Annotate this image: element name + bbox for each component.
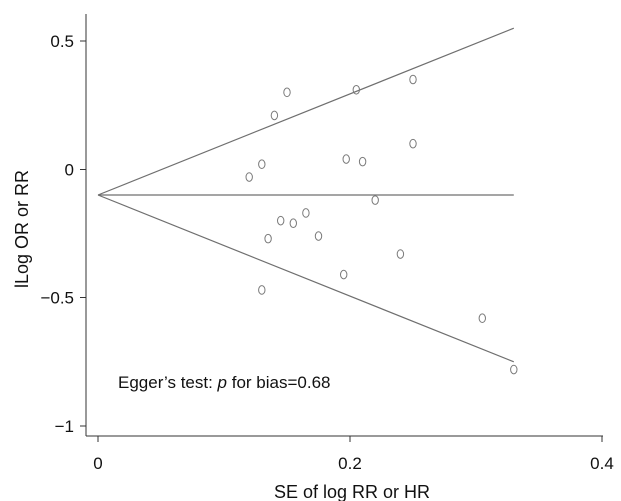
data-point <box>289 218 297 229</box>
data-point <box>314 231 323 241</box>
data-point <box>510 364 518 375</box>
data-point <box>342 154 350 164</box>
x-axis-label: SE of log RR or HR <box>274 482 430 501</box>
text-layer: lLog OR or RR SE of log RR or HR Egger’s… <box>12 170 430 501</box>
data-point <box>277 215 285 226</box>
reference-lines <box>97 27 515 363</box>
data-point <box>283 87 291 98</box>
data-point <box>409 74 417 85</box>
data-point <box>371 195 379 205</box>
data-point <box>302 208 310 218</box>
data-point <box>245 172 253 182</box>
data-point <box>352 84 360 95</box>
y-tick-label: −0.5 <box>40 289 74 308</box>
data-point <box>258 285 266 295</box>
data-point <box>270 110 279 121</box>
x-tick-label: 0 <box>93 454 102 473</box>
y-tick-label: 0 <box>65 160 74 179</box>
x-tick-label: 0.4 <box>590 454 614 473</box>
egger-test-p-symbol: p <box>217 373 227 392</box>
x-tick-label: 0.2 <box>338 454 362 473</box>
y-axis-label: lLog OR or RR <box>12 170 32 288</box>
data-point <box>258 159 266 169</box>
data-point <box>340 269 348 280</box>
axes: 0.5 0 −0.5 −1 0 0.2 0.4 <box>40 14 614 473</box>
data-points <box>245 74 518 375</box>
y-tick-label: −1 <box>55 417 74 436</box>
data-point <box>264 233 272 244</box>
egger-test-annotation: Egger’s test: p for bias=0.68 <box>118 373 331 392</box>
y-tick-label: 0.5 <box>50 32 74 51</box>
data-point <box>358 156 367 167</box>
lower-funnel-line <box>97 194 515 363</box>
data-point <box>396 249 405 259</box>
upper-funnel-line <box>97 27 515 196</box>
data-point <box>478 313 486 324</box>
data-point <box>409 138 417 149</box>
egger-test-suffix: for bias=0.68 <box>227 373 331 392</box>
egger-test-prefix: Egger’s test: <box>118 373 218 392</box>
